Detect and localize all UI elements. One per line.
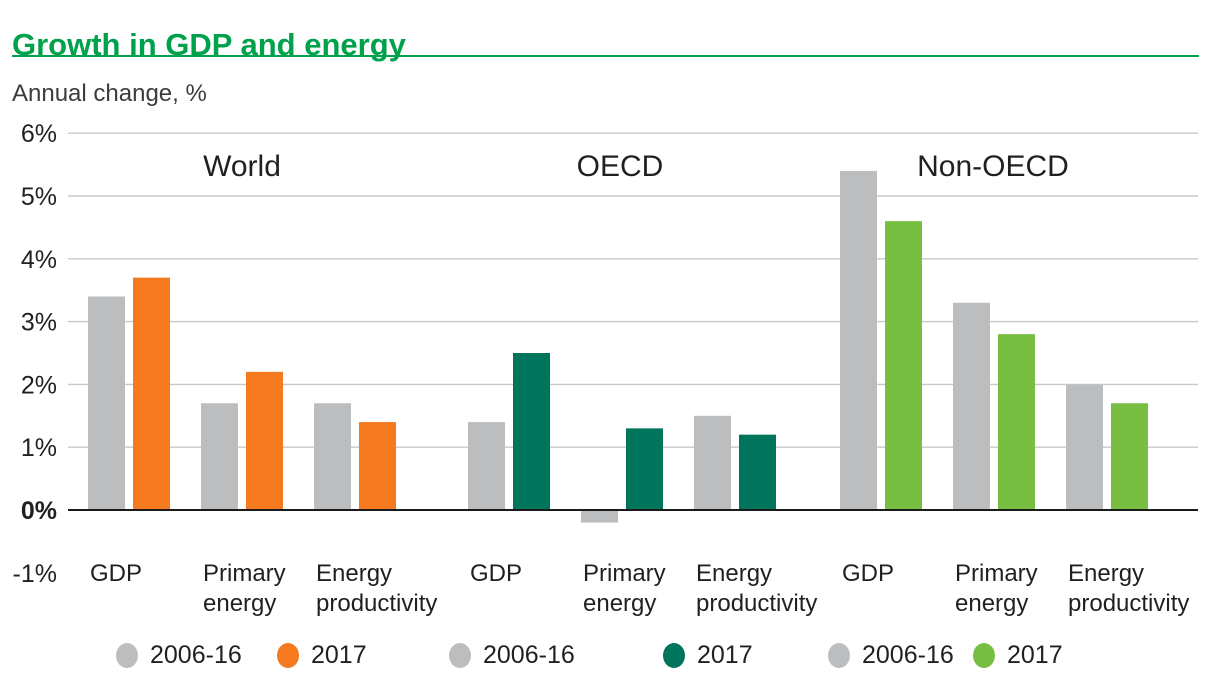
category-label: Primary [203, 560, 286, 587]
y-tick-label: -1% [13, 560, 57, 588]
bar-2006-16-non-oecd-primary-energy [953, 302, 990, 510]
bar-2017-oecd-primary-energy [626, 428, 663, 510]
y-tick-label: 1% [21, 434, 57, 462]
chart-subtitle: Annual change, % [12, 80, 207, 107]
bar-2006-16-oecd-gdp [468, 422, 505, 510]
bar-2006-16-world-energy-productivity [314, 403, 351, 510]
y-tick-label: 5% [21, 183, 57, 211]
bar-2006-16-world-gdp [88, 296, 125, 510]
category-label: Primary [955, 560, 1038, 587]
y-tick-label: 3% [21, 309, 57, 337]
y-tick-label: 2% [21, 371, 57, 399]
category-label: Energy [316, 560, 392, 587]
bar-2017-non-oecd-gdp [885, 221, 922, 510]
group-title-oecd: OECD [577, 150, 664, 183]
category-label: productivity [316, 590, 437, 617]
bar-2006-16-world-primary-energy [201, 403, 238, 510]
group-title-world: World [203, 150, 281, 183]
category-label: Energy [1068, 560, 1144, 587]
y-tick-label: 4% [21, 246, 57, 274]
bar-2006-16-non-oecd-gdp [840, 170, 877, 510]
category-label: GDP [842, 560, 894, 587]
category-label: productivity [1068, 590, 1189, 617]
bar-2006-16-oecd-primary-energy [581, 510, 618, 523]
category-label: Energy [696, 560, 772, 587]
category-label: energy [583, 590, 656, 617]
bar-2006-16-non-oecd-energy-productivity [1066, 384, 1103, 510]
bar-2017-oecd-energy-productivity [739, 434, 776, 510]
category-label: energy [203, 590, 276, 617]
bar-2017-world-primary-energy [246, 371, 283, 510]
bar-2017-world-energy-productivity [359, 422, 396, 510]
bar-2006-16-oecd-energy-productivity [694, 415, 731, 510]
category-label: energy [955, 590, 1028, 617]
category-label: productivity [696, 590, 817, 617]
category-label: Primary [583, 560, 666, 587]
category-label: GDP [470, 560, 522, 587]
group-title-non-oecd: Non-OECD [917, 150, 1069, 183]
bar-2017-oecd-gdp [513, 353, 550, 510]
y-tick-label: 6% [21, 120, 57, 148]
bar-2017-world-gdp [133, 277, 170, 510]
bar-2017-non-oecd-energy-productivity [1111, 403, 1148, 510]
title-underline [12, 55, 1199, 57]
bar-2017-non-oecd-primary-energy [998, 334, 1035, 510]
category-label: GDP [90, 560, 142, 587]
y-tick-label: 0% [21, 497, 57, 525]
